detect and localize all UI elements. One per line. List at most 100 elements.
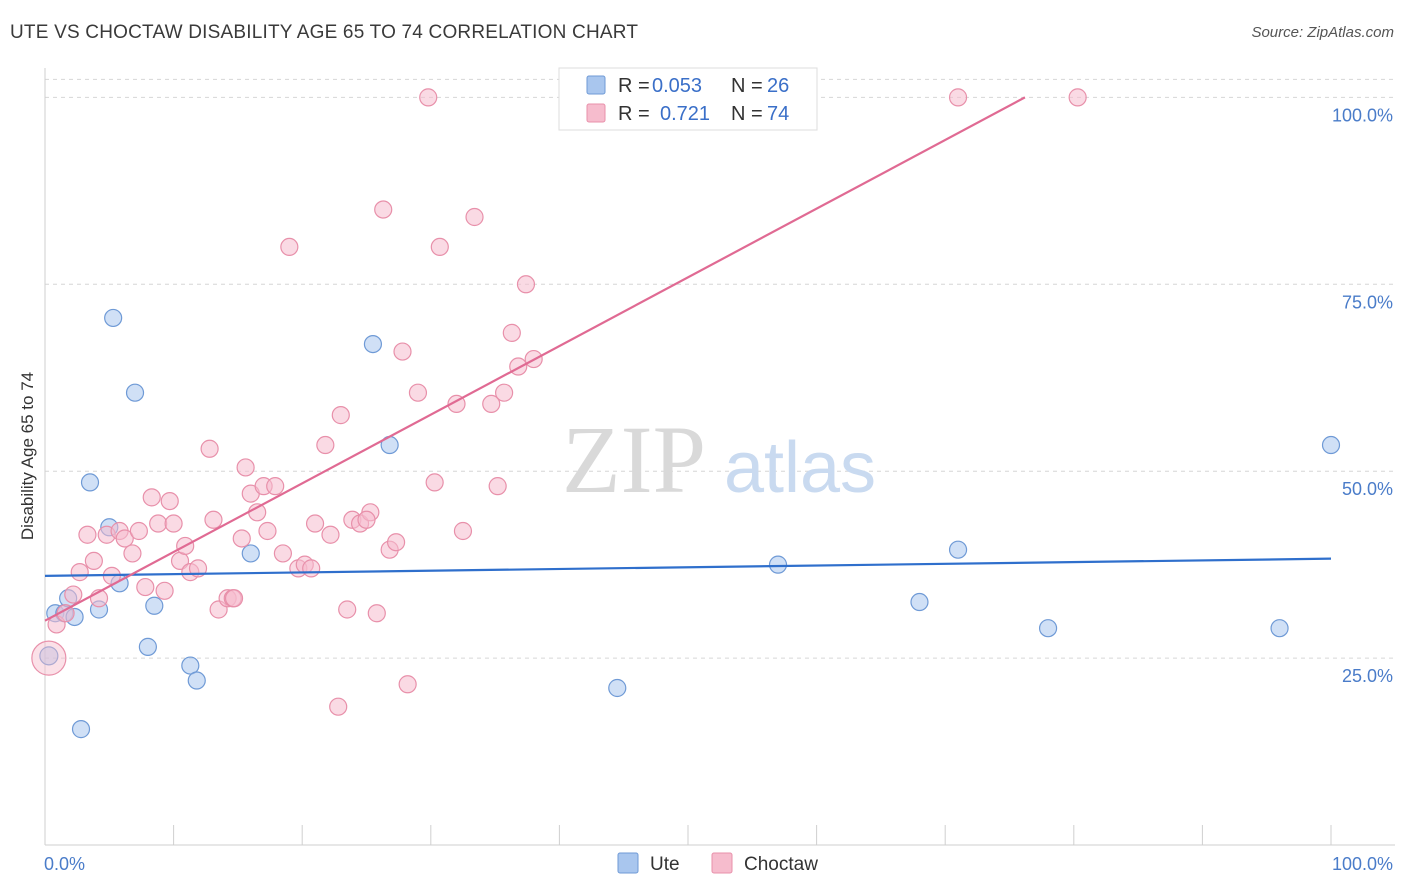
bottom-legend-label-choctaw: Choctaw [744, 854, 818, 875]
ute-point [1038, 619, 1058, 638]
choctaw-point [393, 342, 412, 361]
choctaw-point [453, 521, 473, 541]
bottom-legend-swatch-choctaw [711, 852, 733, 874]
legend-n-label-choctaw: N = [731, 103, 763, 125]
choctaw-point [123, 544, 142, 563]
choctaw-point [200, 439, 219, 458]
ute-point [768, 555, 788, 574]
choctaw-point [419, 88, 438, 107]
choctaw-point [357, 510, 376, 529]
choctaw-point [425, 473, 444, 492]
choctaw-point [280, 237, 299, 257]
x-tick-label-start: 0.0% [44, 854, 85, 874]
y-tick-label: 100.0% [1332, 105, 1393, 125]
choctaw-point [502, 323, 521, 342]
bottom-legend-swatch-ute [617, 852, 639, 874]
choctaw-point [302, 559, 321, 578]
choctaw-point [321, 525, 340, 544]
choctaw-points [31, 88, 1087, 716]
choctaw-point [948, 88, 968, 107]
ute-point [125, 383, 145, 402]
chart-title: UTE VS CHOCTAW DISABILITY AGE 65 TO 74 C… [10, 22, 639, 43]
ute-point [104, 308, 123, 328]
choctaw-point [338, 600, 357, 619]
choctaw-point [136, 577, 155, 597]
choctaw-point [224, 589, 244, 608]
ute-point [910, 592, 929, 612]
watermark: ZIP atlas [562, 406, 876, 513]
ute-point [181, 656, 200, 675]
ute-points [39, 308, 1341, 739]
choctaw-point [516, 275, 536, 294]
y-tick-labels: 25.0% 50.0% 75.0% 100.0% [1332, 105, 1393, 686]
choctaw-point [495, 383, 514, 402]
choctaw-point [236, 458, 255, 477]
legend-n-value-ute: 26 [767, 75, 789, 97]
choctaw-point [273, 544, 293, 563]
ute-point [80, 473, 100, 492]
ute-trend-line [44, 557, 1332, 577]
watermark-zip: ZIP [562, 406, 706, 513]
choctaw-trend-line [44, 96, 1026, 622]
ute-point [1270, 619, 1289, 638]
choctaw-point [164, 514, 183, 533]
choctaw-point [316, 435, 335, 455]
choctaw-point [78, 525, 97, 544]
choctaw-point [155, 581, 174, 600]
choctaw-point [232, 529, 251, 548]
y-tick-label: 75.0% [1342, 292, 1393, 312]
choctaw-point [386, 533, 406, 552]
trend-lines [44, 96, 1332, 622]
choctaw-point [70, 563, 89, 582]
choctaw-point [1068, 88, 1087, 107]
ute-point [71, 720, 91, 739]
choctaw-point [266, 477, 285, 496]
choctaw-point [204, 510, 223, 529]
x-tick-label-end: 100.0% [1332, 854, 1393, 874]
x-tick-labels: 0.0% 100.0% [44, 854, 1393, 874]
choctaw-point [408, 383, 428, 402]
choctaw-point [129, 521, 148, 541]
bottom-legend: Ute Choctaw [617, 852, 818, 875]
choctaw-point [142, 488, 161, 507]
choctaw-point [160, 491, 179, 511]
ute-point [39, 646, 59, 666]
legend-r-label-choctaw: R = [618, 103, 650, 125]
ute-point [1321, 435, 1341, 455]
choctaw-point [465, 207, 484, 227]
grid-lines [45, 78, 1395, 659]
ute-point [948, 540, 968, 559]
legend-swatch-choctaw [586, 103, 606, 123]
legend-r-value-choctaw: 0.721 [660, 103, 710, 125]
choctaw-point [115, 529, 134, 548]
choctaw-point [305, 514, 325, 533]
legend-n-value-choctaw: 74 [767, 103, 789, 125]
choctaw-point [430, 237, 449, 257]
bottom-legend-label-ute: Ute [650, 854, 680, 875]
choctaw-point [64, 585, 83, 604]
watermark-atlas: atlas [724, 428, 876, 508]
ute-point [241, 544, 260, 563]
ute-point [187, 671, 206, 690]
legend-r-label-ute: R = [618, 75, 650, 97]
choctaw-point [367, 604, 386, 623]
ute-point [145, 596, 164, 615]
ute-point [138, 637, 157, 656]
choctaw-point [329, 697, 348, 716]
choctaw-point [188, 559, 208, 578]
choctaw-point [258, 521, 277, 541]
source-credit: Source: ZipAtlas.com [1251, 24, 1394, 41]
y-tick-label: 50.0% [1342, 479, 1393, 499]
choctaw-point [398, 675, 417, 694]
choctaw-point [374, 200, 393, 219]
choctaw-point [331, 406, 350, 425]
choctaw-point [488, 477, 507, 496]
choctaw-point [149, 514, 168, 533]
choctaw-point [482, 394, 501, 414]
axes [44, 68, 1395, 846]
legend-r-value-ute: 0.053 [652, 75, 702, 97]
choctaw-point [31, 640, 67, 676]
top-legend: R = 0.053 N = 26 R = 0.721 N = 74 [558, 67, 818, 131]
legend-swatch-ute [586, 75, 606, 95]
